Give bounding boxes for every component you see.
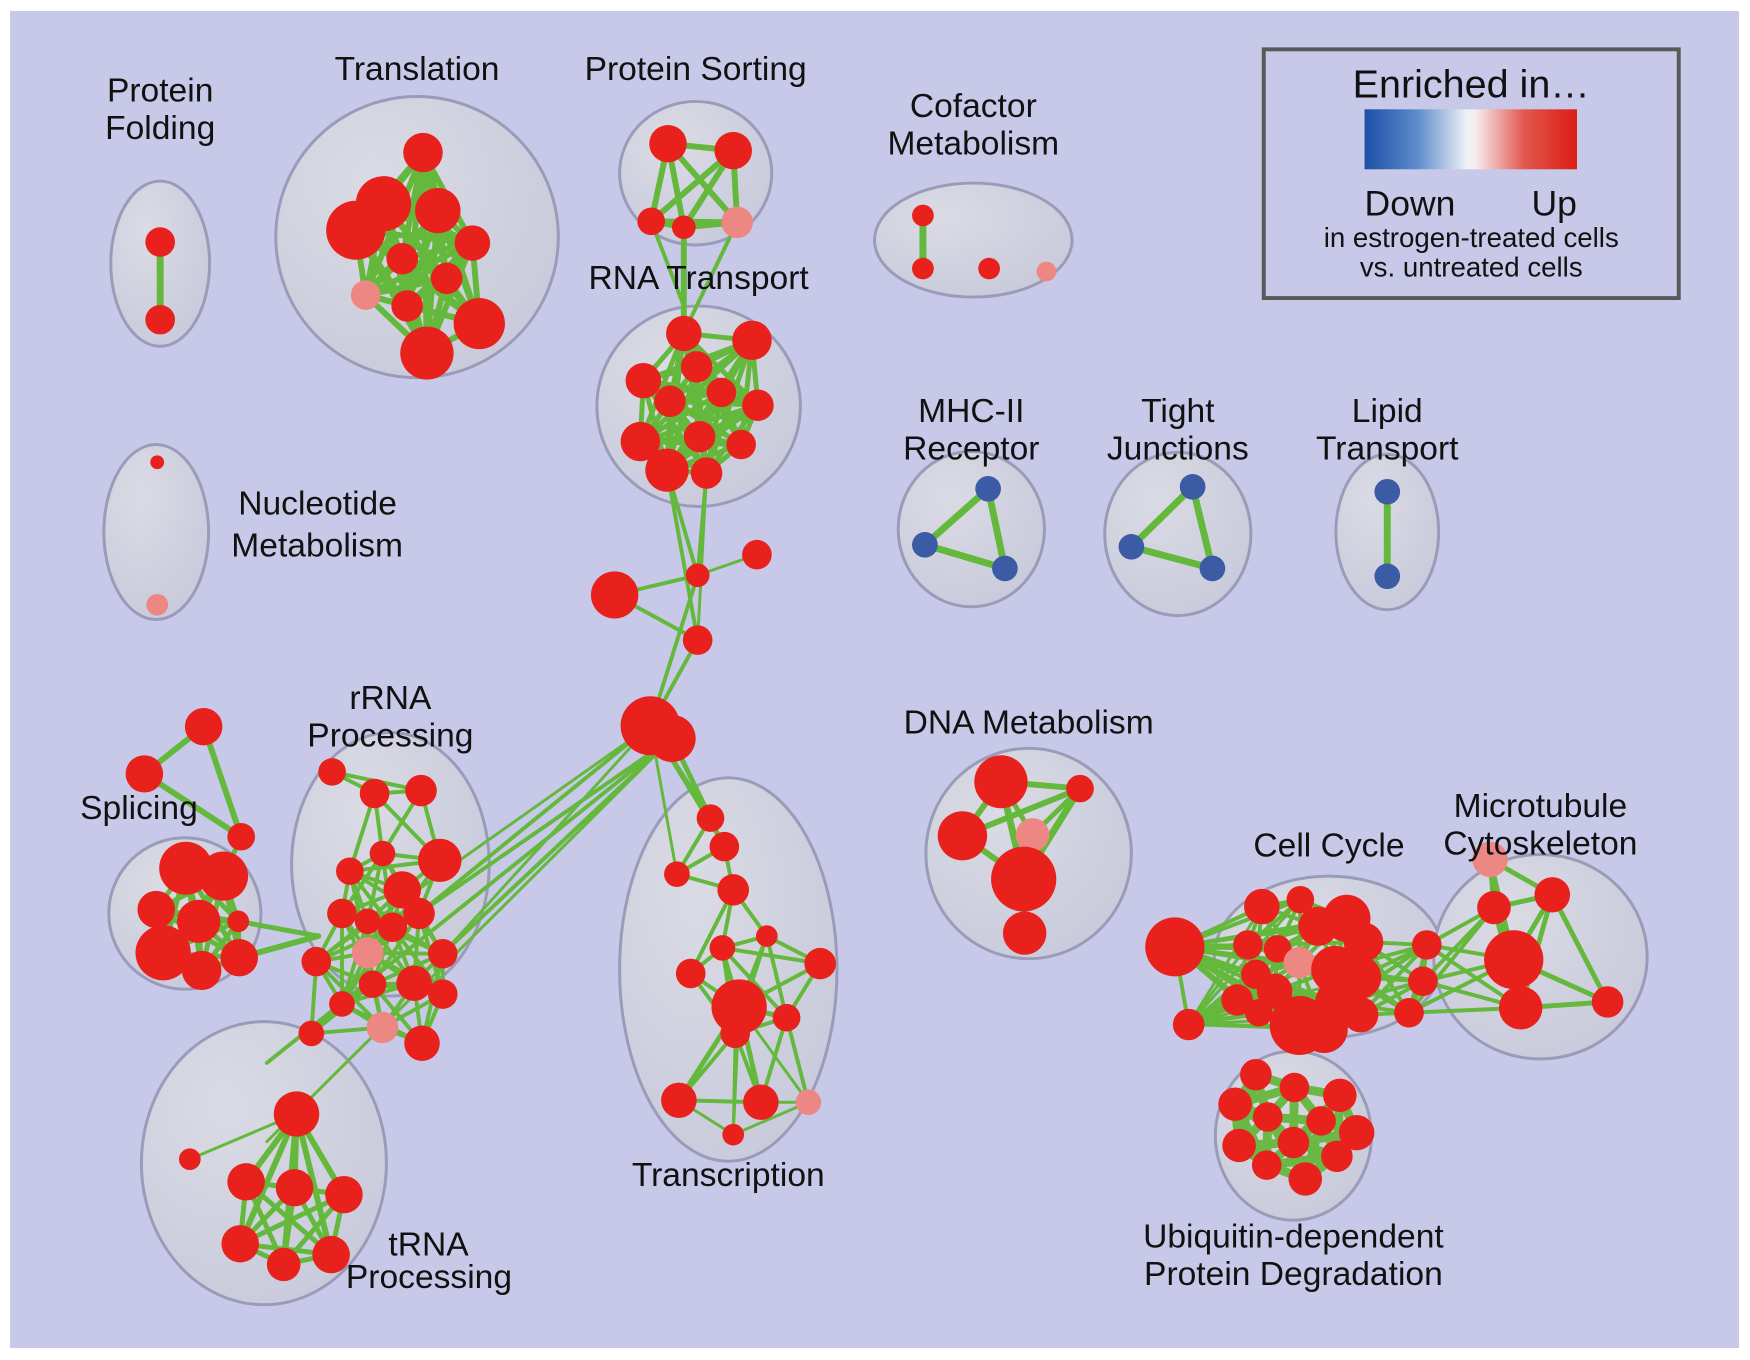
svg-text:Protein Degradation: Protein Degradation	[1144, 1256, 1443, 1293]
svg-text:Nucleotide: Nucleotide	[238, 485, 397, 522]
svg-text:Cofactor: Cofactor	[910, 88, 1037, 125]
svg-text:Folding: Folding	[105, 110, 215, 147]
svg-text:Lipid: Lipid	[1352, 393, 1423, 430]
svg-text:DNA Metabolism: DNA Metabolism	[904, 705, 1154, 742]
svg-text:RNA Transport: RNA Transport	[589, 260, 810, 297]
svg-text:Processing: Processing	[307, 717, 473, 754]
svg-text:rRNA: rRNA	[349, 680, 432, 717]
svg-text:Cytoskeleton: Cytoskeleton	[1443, 826, 1637, 863]
svg-text:Protein: Protein	[107, 73, 213, 110]
svg-text:Processing: Processing	[346, 1259, 512, 1296]
svg-text:tRNA: tRNA	[388, 1227, 469, 1264]
svg-text:Up: Up	[1532, 184, 1577, 224]
svg-text:Microtubule: Microtubule	[1454, 788, 1628, 825]
svg-text:Receptor: Receptor	[903, 430, 1039, 467]
svg-text:Translation: Translation	[335, 51, 500, 88]
svg-text:Transcription: Transcription	[632, 1157, 825, 1194]
svg-text:in estrogen-treated cells: in estrogen-treated cells	[1324, 222, 1619, 253]
svg-text:Metabolism: Metabolism	[231, 528, 403, 565]
svg-text:Protein Sorting: Protein Sorting	[585, 51, 807, 88]
svg-text:Ubiquitin-dependent: Ubiquitin-dependent	[1143, 1219, 1444, 1256]
svg-text:MHC-II: MHC-II	[918, 393, 1024, 430]
svg-text:Down: Down	[1365, 184, 1456, 224]
svg-text:vs. untreated cells: vs. untreated cells	[1360, 251, 1583, 282]
svg-text:Metabolism: Metabolism	[887, 126, 1059, 163]
svg-text:Splicing: Splicing	[80, 790, 198, 827]
svg-text:Junctions: Junctions	[1107, 430, 1249, 467]
svg-text:Cell Cycle: Cell Cycle	[1253, 828, 1404, 865]
svg-text:Enriched in…: Enriched in…	[1353, 63, 1590, 107]
svg-text:Transport: Transport	[1316, 430, 1459, 467]
svg-text:Tight: Tight	[1141, 393, 1215, 430]
